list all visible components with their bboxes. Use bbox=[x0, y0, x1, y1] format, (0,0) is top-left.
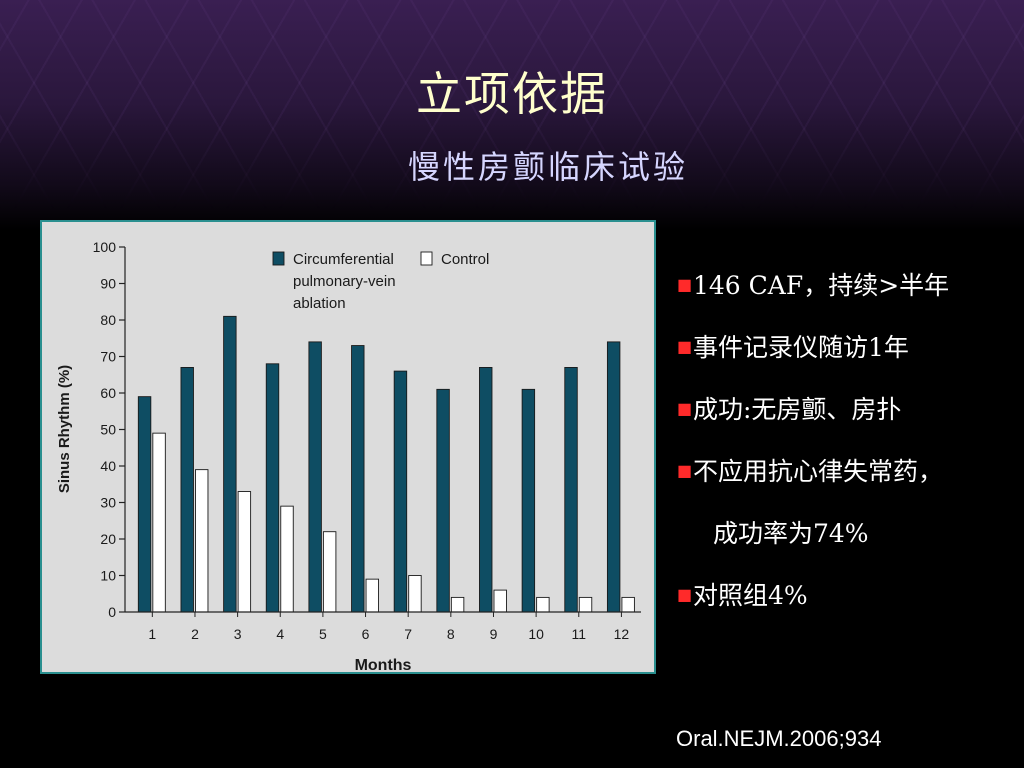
y-tick-label: 30 bbox=[100, 495, 116, 511]
bullet-marker-icon: ■ bbox=[677, 275, 693, 294]
control-bar bbox=[322, 531, 337, 613]
bullet-marker-icon: ■ bbox=[677, 461, 693, 480]
bullet-item: ■146 CAF，持续>半年 bbox=[677, 266, 949, 302]
header-pattern bbox=[0, 0, 1024, 210]
ablation-bar bbox=[180, 366, 194, 613]
x-tick-label: 6 bbox=[362, 626, 370, 642]
y-tick-label: 90 bbox=[100, 276, 116, 292]
x-tick-label: 7 bbox=[404, 626, 412, 642]
ablation-bar bbox=[606, 341, 621, 613]
legend: Circumferential pulmonary-vein ablation Con… bbox=[272, 251, 489, 312]
y-axis-label: Sinus Rhythm (%) bbox=[56, 365, 73, 493]
bullet-text: 成功:无房颤、房扑 bbox=[693, 395, 902, 424]
bullet-item: ■不应用抗心律失常药， bbox=[677, 452, 943, 488]
bullet-marker-icon: ■ bbox=[677, 585, 693, 604]
ablation-bar bbox=[521, 388, 536, 613]
legend-swatch-control bbox=[420, 251, 433, 266]
control-bar bbox=[280, 505, 294, 613]
x-axis-label: Months bbox=[355, 657, 412, 672]
x-tick-label: 4 bbox=[276, 626, 284, 642]
y-tick-label: 0 bbox=[108, 604, 116, 620]
legend-label-ablation: Circumferential bbox=[293, 251, 394, 268]
y-axis: 0 10 20 30 40 50 60 70 80 90 100 bbox=[93, 239, 126, 620]
ablation-bar bbox=[564, 366, 578, 613]
bullet-text: 对照组4% bbox=[693, 581, 808, 610]
legend-label-ablation: ablation bbox=[293, 295, 346, 312]
chart-panel: 0 10 20 30 40 50 60 70 80 90 100 1 2 3 4 5 6 7 8 9 10 11 12 C… bbox=[40, 220, 656, 674]
control-bar bbox=[152, 432, 166, 613]
control-bar bbox=[450, 596, 465, 613]
x-tick-label: 5 bbox=[319, 626, 327, 642]
x-tick-label: 12 bbox=[614, 626, 630, 642]
x-tick-label: 11 bbox=[571, 626, 586, 642]
bullet-item: ■事件记录仪随访1年 bbox=[677, 328, 909, 364]
x-tick-label: 10 bbox=[528, 626, 544, 642]
bullet-item: ■成功:无房颤、房扑 bbox=[677, 390, 901, 426]
citation: Oral.NEJM.2006;934 bbox=[676, 726, 882, 751]
bullet-marker-icon: ■ bbox=[677, 337, 693, 356]
ablation-bar bbox=[479, 366, 493, 613]
y-tick-label: 10 bbox=[100, 568, 116, 584]
y-tick-label: 100 bbox=[93, 239, 117, 255]
y-tick-label: 80 bbox=[100, 312, 116, 328]
ablation-bar bbox=[351, 345, 365, 613]
ablation-bar bbox=[308, 341, 322, 613]
control-bar bbox=[237, 491, 252, 613]
bullet-text: 146 CAF，持续>半年 bbox=[693, 271, 950, 300]
legend-label-ablation: pulmonary-vein bbox=[293, 273, 396, 290]
x-tick-label: 1 bbox=[148, 626, 156, 642]
ablation-bar bbox=[265, 363, 280, 613]
ablation-bar bbox=[393, 370, 408, 613]
control-bar bbox=[195, 469, 209, 613]
legend-swatch-ablation bbox=[272, 251, 285, 266]
slide-subtitle: 慢性房颤临床试验 bbox=[407, 148, 688, 186]
legend-label-control: Control bbox=[441, 251, 489, 268]
control-bar bbox=[536, 596, 550, 613]
bullet-text: 成功率为74% bbox=[713, 519, 869, 548]
control-bar bbox=[578, 596, 593, 613]
ablation-bar bbox=[137, 396, 152, 613]
header-background bbox=[0, 0, 1024, 230]
bullet-continuation: 成功率为74% bbox=[713, 514, 869, 550]
control-bar bbox=[365, 578, 379, 613]
bullet-text: 不应用抗心律失常药， bbox=[693, 457, 944, 486]
ablation-bar bbox=[223, 315, 237, 613]
ablation-bar bbox=[436, 388, 450, 613]
x-axis: 1 2 3 4 5 6 7 8 9 10 11 12 bbox=[125, 611, 641, 642]
control-bar bbox=[621, 596, 635, 613]
bullet-marker-icon: ■ bbox=[677, 399, 693, 418]
x-tick-label: 9 bbox=[490, 626, 498, 642]
x-tick-label: 3 bbox=[234, 626, 242, 642]
bullet-text: 事件记录仪随访1年 bbox=[693, 333, 909, 362]
slide-title: 立项依据 bbox=[416, 67, 608, 121]
x-tick-label: 8 bbox=[447, 626, 455, 642]
y-tick-label: 40 bbox=[100, 458, 116, 474]
y-tick-label: 50 bbox=[100, 422, 116, 438]
y-tick-label: 70 bbox=[100, 349, 116, 365]
bars bbox=[137, 315, 635, 613]
y-tick-label: 20 bbox=[100, 531, 116, 547]
y-tick-label: 60 bbox=[100, 385, 116, 401]
bullet-item: ■对照组4% bbox=[677, 576, 808, 612]
control-bar bbox=[493, 589, 507, 613]
x-tick-label: 2 bbox=[191, 626, 199, 642]
control-bar bbox=[408, 575, 422, 613]
